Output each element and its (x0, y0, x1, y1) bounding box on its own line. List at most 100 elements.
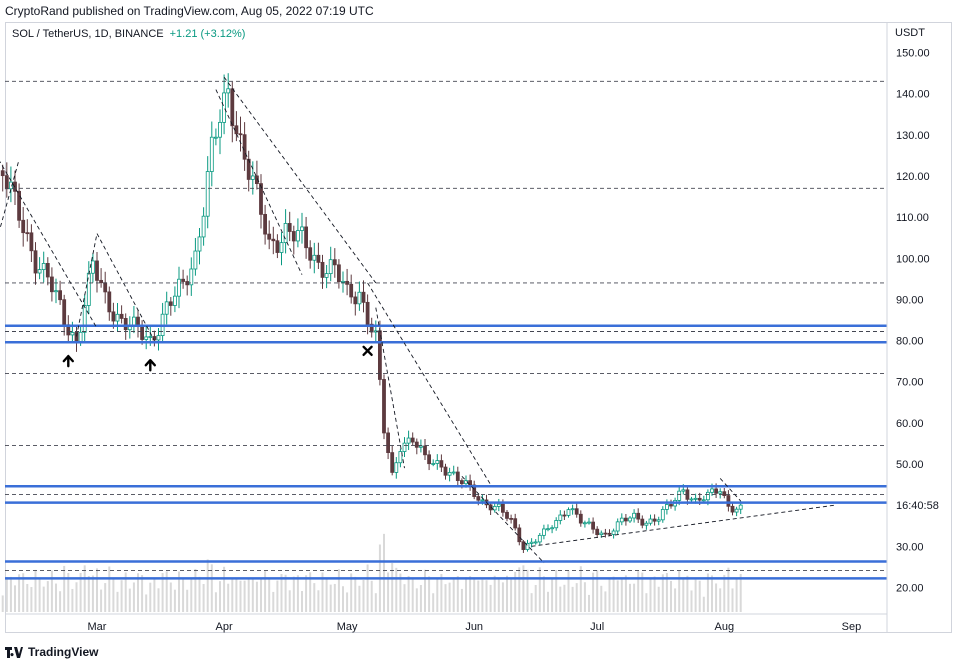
volume-bar (75, 582, 78, 612)
volume-bar (633, 583, 636, 612)
candle-body (607, 532, 612, 535)
candle-body (275, 240, 280, 253)
candle-body (308, 247, 313, 261)
volume-bar (682, 578, 685, 612)
volume-bar (182, 579, 185, 612)
y-axis: 150.00 140.00 130.00 120.00 110.00 100.00 90.0… (888, 48, 951, 594)
trendline (96, 233, 155, 341)
volume-bar (436, 577, 439, 612)
candle-body (82, 305, 87, 333)
volume-bar (391, 562, 394, 612)
candle-body (37, 269, 42, 274)
volume-bar (571, 586, 574, 612)
trendline (0, 160, 98, 329)
volume-bar (649, 577, 652, 612)
candle-body (492, 506, 497, 511)
trendline (367, 282, 491, 485)
candle-body (279, 242, 284, 253)
candle-body (316, 254, 321, 263)
volume-bar (350, 573, 353, 612)
candle-body (4, 175, 9, 190)
volume-bar (383, 533, 385, 612)
volume-bar (526, 569, 529, 612)
candle-body (714, 488, 718, 494)
volume-bar (63, 565, 66, 612)
volume-bar (145, 594, 148, 612)
candle-body (58, 290, 62, 301)
volume-bar (301, 591, 303, 612)
y-tick-label: 90.00 (896, 294, 924, 306)
volume-bar (583, 582, 586, 612)
volume-bar (243, 580, 246, 612)
volume-bar (305, 575, 308, 612)
volume-bar (567, 570, 570, 612)
candle-body (574, 508, 579, 515)
trendlines-layer (0, 76, 836, 564)
candle-body (312, 254, 317, 261)
volume-bar (694, 579, 697, 612)
volume-bar (563, 584, 566, 612)
y-tick-label: 70.00 (896, 377, 924, 389)
volume-bar (542, 576, 545, 612)
volume-bar (284, 574, 287, 612)
candle-body (660, 508, 665, 521)
candle-body (390, 452, 395, 473)
volume-bar (518, 567, 521, 612)
candle-body (427, 454, 432, 465)
volume-bar (370, 580, 373, 612)
candle-body (91, 260, 95, 274)
volume-bar (698, 580, 701, 612)
candle-body (74, 332, 79, 343)
volume-bar (55, 583, 57, 612)
volume-bar (407, 575, 410, 612)
volume-bar (317, 590, 320, 612)
volume-bar (460, 588, 463, 612)
candle-body (583, 522, 587, 525)
candle-body (50, 276, 54, 293)
candle-body (70, 332, 75, 336)
y-axis-unit: USDT (895, 27, 925, 39)
volume-bar (501, 582, 504, 612)
volume-bar (678, 571, 681, 612)
candle-body (632, 512, 636, 519)
volume-bar (132, 582, 135, 612)
y-tick-label: 120.00 (896, 171, 930, 183)
trendline (461, 476, 545, 564)
x-tick-label: Sep (842, 621, 862, 633)
candle-body (423, 445, 427, 456)
candle-body (517, 527, 522, 543)
candle-body (677, 490, 682, 501)
x-tick-label: Aug (715, 621, 735, 633)
volume-bar (1, 595, 4, 612)
volume-bar (620, 578, 623, 612)
volume-bar (665, 573, 668, 612)
x-tick-label: Apr (216, 621, 233, 633)
price-tag-box (888, 497, 951, 514)
volume-bar (538, 567, 541, 612)
trendline (719, 478, 742, 502)
candle-body (238, 133, 243, 136)
volume-bar (403, 584, 406, 612)
y-tick-label: 20.00 (896, 582, 924, 594)
candle-body (332, 259, 337, 266)
volume-bar (719, 588, 722, 612)
candle-body (193, 250, 198, 270)
volume-bar (59, 591, 62, 612)
candle-body (476, 496, 481, 501)
volume-bar (653, 576, 656, 612)
volume-bar (96, 568, 98, 612)
candle-body (652, 518, 657, 522)
markers-layer (62, 345, 373, 372)
candle-body (722, 491, 727, 496)
volume-bar (485, 580, 488, 612)
candle-body (558, 514, 563, 521)
candle-body (181, 278, 186, 282)
candle-body (140, 326, 145, 340)
volume-bar (415, 588, 418, 612)
y-tick-label: 60.00 (896, 418, 924, 430)
volume-bar (186, 589, 189, 612)
candle-body (341, 280, 345, 283)
candle-body (443, 466, 448, 476)
candle-body (25, 232, 30, 235)
